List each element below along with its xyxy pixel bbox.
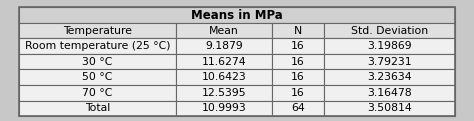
Text: 12.5395: 12.5395 — [201, 88, 246, 98]
Text: N: N — [294, 26, 302, 36]
Bar — [324, 85, 455, 101]
Text: 3.50814: 3.50814 — [367, 103, 412, 113]
Text: 16: 16 — [291, 57, 305, 67]
Text: 3.19869: 3.19869 — [367, 41, 412, 51]
Bar — [176, 23, 272, 38]
Text: 16: 16 — [291, 72, 305, 82]
Text: Room temperature (25 °C): Room temperature (25 °C) — [25, 41, 170, 51]
Bar — [176, 85, 272, 101]
Bar — [272, 101, 324, 116]
Text: 11.6274: 11.6274 — [201, 57, 246, 67]
Bar — [272, 38, 324, 54]
Text: 3.16478: 3.16478 — [367, 88, 412, 98]
Text: 50 °C: 50 °C — [82, 72, 113, 82]
Text: 30 °C: 30 °C — [82, 57, 113, 67]
Bar — [176, 38, 272, 54]
Bar — [19, 101, 176, 116]
Bar — [19, 69, 176, 85]
Text: Mean: Mean — [209, 26, 239, 36]
Bar — [19, 7, 455, 23]
Text: Std. Deviation: Std. Deviation — [351, 26, 428, 36]
Text: 64: 64 — [291, 103, 305, 113]
Text: 3.79231: 3.79231 — [367, 57, 412, 67]
Bar — [176, 101, 272, 116]
Bar — [324, 101, 455, 116]
Bar — [272, 23, 324, 38]
Bar — [19, 38, 176, 54]
Bar — [272, 69, 324, 85]
Bar — [272, 54, 324, 69]
Bar — [176, 69, 272, 85]
Bar — [176, 54, 272, 69]
Text: Total: Total — [85, 103, 110, 113]
Bar — [324, 54, 455, 69]
Text: 10.6423: 10.6423 — [201, 72, 246, 82]
Text: 3.23634: 3.23634 — [367, 72, 412, 82]
Bar — [19, 23, 176, 38]
Bar — [324, 69, 455, 85]
Bar — [272, 85, 324, 101]
Bar — [324, 38, 455, 54]
Text: Means in MPa: Means in MPa — [191, 9, 283, 22]
Text: 9.1879: 9.1879 — [205, 41, 243, 51]
Text: Temperature: Temperature — [63, 26, 132, 36]
Text: 10.9993: 10.9993 — [201, 103, 246, 113]
Text: 16: 16 — [291, 41, 305, 51]
Bar — [19, 54, 176, 69]
Text: 70 °C: 70 °C — [82, 88, 113, 98]
Bar — [324, 23, 455, 38]
Bar — [19, 85, 176, 101]
Text: 16: 16 — [291, 88, 305, 98]
